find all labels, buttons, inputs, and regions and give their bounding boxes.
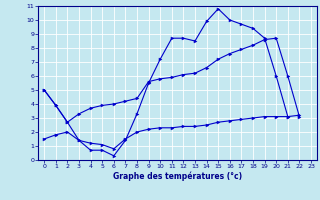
X-axis label: Graphe des températures (°c): Graphe des températures (°c) [113,172,242,181]
